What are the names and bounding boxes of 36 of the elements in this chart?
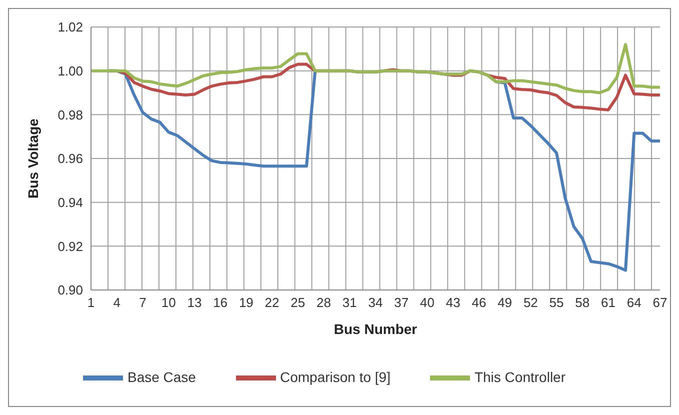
x-tick-label: 46 [472,295,486,310]
x-tick-label: 67 [652,295,668,310]
x-tick-label: 52 [523,295,538,310]
y-axis-title: Bus Voltage [24,118,41,198]
x-tick-label: 37 [394,295,409,310]
x-tick-label: 64 [626,295,642,310]
x-tick-label: 43 [446,295,460,310]
x-tick-label: 34 [368,295,383,310]
legend-label: This Controller [474,368,566,385]
y-tick-label: 0.92 [58,238,83,254]
x-tick-label: 55 [549,295,564,310]
x-tick-label: 10 [161,295,176,310]
x-tick-label: 61 [601,295,616,310]
x-tick-label: 4 [113,295,120,310]
legend-label: Comparison to [9] [280,368,390,385]
y-tick-label: 0.94 [58,194,83,210]
y-tick-label: 1.00 [58,63,83,78]
legend-label: Base Case [127,368,196,385]
y-tick-label: 0.98 [58,107,83,122]
x-axis-title: Bus Number [334,321,418,337]
x-tick-label: 1 [87,295,95,310]
x-tick-label: 22 [264,295,280,310]
x-tick-label: 7 [139,295,146,310]
y-tick-label: 0.90 [58,282,83,298]
y-tick-label: 0.96 [58,151,83,166]
x-tick-label: 25 [290,295,306,310]
x-tick-label: 13 [187,295,202,310]
x-tick-label: 49 [498,295,512,310]
x-tick-label: 40 [420,295,434,310]
x-tick-label: 28 [316,295,332,310]
line-series [90,43,662,94]
x-tick-label: 19 [238,295,254,310]
x-tick-label: 58 [575,295,590,310]
x-tick-label: 16 [213,295,228,310]
y-tick-label: 1.02 [58,20,83,35]
x-tick-label: 31 [342,295,357,310]
